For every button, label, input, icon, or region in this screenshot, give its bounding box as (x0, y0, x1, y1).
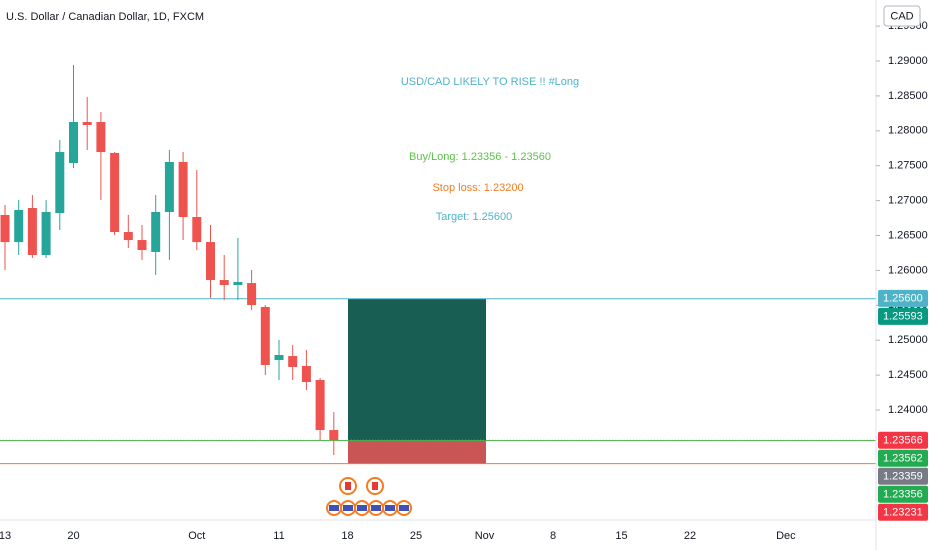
y-tick-label: 1.28500 (888, 90, 928, 102)
x-tick-label: 20 (67, 530, 79, 542)
price-axis: 1.240001.245001.250001.255001.260001.265… (876, 20, 928, 521)
currency-box (883, 5, 921, 27)
price-label: 1.23356 (883, 489, 923, 501)
x-tick-label: 13 (0, 530, 11, 542)
candle-body (164, 162, 174, 212)
y-tick-label: 1.29000 (888, 55, 928, 67)
price-label: 1.23566 (883, 435, 923, 447)
candle-body (315, 379, 325, 431)
candle-body (151, 211, 161, 252)
event-icons (326, 477, 412, 516)
price-label: 1.25593 (883, 311, 923, 323)
annotation: Stop loss: 1.23200 (432, 182, 523, 194)
x-tick-label: 11 (273, 530, 284, 542)
price-label-box (878, 503, 928, 521)
price-label-box (878, 467, 928, 485)
price-label: 1.23562 (883, 453, 923, 465)
position-profit-zone (348, 298, 486, 441)
candle-body (27, 208, 37, 255)
candle-body (288, 356, 298, 368)
candle-body (178, 162, 188, 218)
y-tick-label: 1.25000 (888, 334, 928, 346)
candle-body (69, 122, 78, 163)
y-tick-label: 1.26500 (888, 229, 928, 241)
price-label-box (878, 289, 928, 307)
x-tick-label: Oct (188, 530, 205, 542)
y-tick-label: 1.24000 (888, 404, 928, 416)
price-label-box (878, 485, 928, 503)
candle-body (0, 214, 10, 243)
candle-body (110, 152, 120, 233)
price-label-box (878, 431, 928, 449)
candle-body (233, 281, 243, 285)
x-tick-label: 25 (410, 530, 422, 542)
x-tick-label: 15 (615, 530, 627, 542)
price-label-box (878, 307, 928, 325)
x-tick-label: 8 (550, 530, 556, 542)
x-tick-label: Nov (475, 530, 495, 542)
candle-body (301, 366, 311, 383)
candle-body (55, 152, 65, 214)
chart-title: U.S. Dollar / Canadian Dollar, 1D, FXCM (6, 11, 204, 23)
y-tick-label: 1.24500 (888, 369, 928, 381)
y-tick-label: 1.26000 (888, 264, 928, 276)
position-loss-zone (348, 440, 486, 464)
candle-body (123, 232, 133, 241)
candle-body (96, 122, 106, 153)
price-label: 1.23359 (883, 471, 923, 483)
plot-area (0, 64, 876, 465)
candle-body (260, 306, 270, 365)
candle-body (329, 430, 339, 441)
candle-body (219, 280, 229, 285)
candle-body (41, 211, 51, 255)
annotation: Target: 1.25600 (436, 211, 512, 223)
x-tick-label: 18 (341, 530, 353, 542)
price-label-box (878, 449, 928, 467)
price-label: 1.25600 (883, 293, 923, 305)
candle-body (137, 240, 147, 251)
candle-body (82, 122, 92, 126)
x-tick-label: Dec (776, 530, 796, 542)
price-label: 1.23231 (883, 507, 923, 519)
currency-label: CAD (890, 10, 913, 22)
candle-body (14, 210, 24, 243)
candle-body (192, 217, 202, 243)
candle-body (274, 354, 284, 361)
y-tick-label: 1.27500 (888, 160, 928, 172)
annotation: USD/CAD LIKELY TO RISE !! #Long (401, 76, 579, 88)
candle-body (206, 242, 215, 281)
candle-body (247, 283, 257, 306)
y-tick-label: 1.27000 (888, 195, 928, 207)
annotation: Buy/Long: 1.23356 - 1.23560 (409, 151, 551, 163)
x-tick-label: 22 (684, 530, 696, 542)
y-tick-label: 1.28000 (888, 125, 928, 137)
